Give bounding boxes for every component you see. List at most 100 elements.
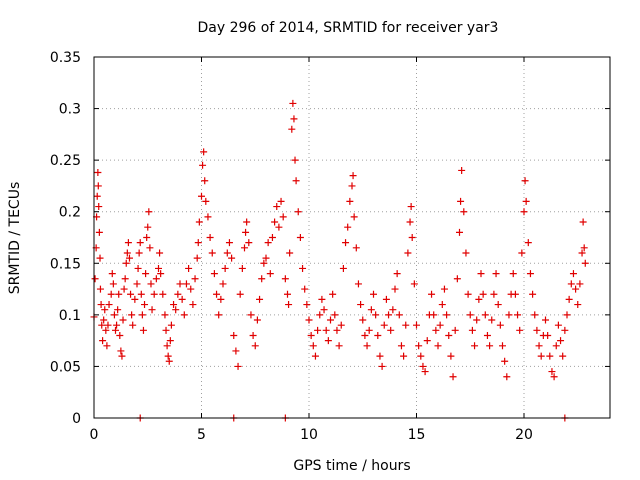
data-point	[288, 125, 296, 133]
data-point	[291, 156, 299, 164]
y-tick-label: 0.3	[59, 102, 81, 118]
data-point	[385, 311, 393, 319]
data-point	[164, 352, 172, 360]
data-point	[407, 203, 415, 211]
data-point	[509, 270, 517, 278]
data-point	[161, 311, 169, 319]
data-point	[156, 249, 164, 257]
data-point	[241, 244, 248, 252]
data-point	[202, 197, 210, 205]
data-point	[544, 331, 552, 339]
data-point	[477, 270, 485, 278]
data-point	[199, 161, 207, 169]
data-point	[382, 295, 390, 303]
data-point	[117, 347, 125, 355]
data-point	[581, 259, 589, 267]
plot-frame	[93, 56, 611, 419]
data-point	[554, 321, 562, 329]
data-point	[113, 321, 121, 329]
data-point	[397, 342, 405, 350]
data-point	[146, 244, 154, 252]
data-point	[329, 290, 337, 298]
data-point	[572, 285, 580, 293]
data-point	[187, 285, 195, 293]
data-point	[473, 316, 481, 324]
data-point	[563, 311, 571, 319]
data-point	[225, 239, 233, 247]
data-point	[395, 311, 403, 319]
data-point	[242, 228, 250, 236]
data-point	[145, 208, 153, 216]
data-point	[311, 352, 319, 360]
data-point	[234, 362, 242, 370]
data-point	[350, 213, 358, 221]
data-point	[200, 148, 208, 156]
data-point	[159, 290, 167, 298]
data-point	[105, 301, 113, 309]
data-point	[324, 337, 332, 345]
data-point	[316, 311, 324, 319]
data-point	[490, 290, 498, 298]
data-point	[359, 316, 367, 324]
data-point	[327, 316, 334, 324]
data-point	[120, 285, 128, 293]
data-point	[505, 311, 513, 319]
y-tick-label: 0.2	[59, 205, 81, 221]
data-point	[342, 239, 350, 247]
data-point	[344, 223, 352, 231]
y-tick-label: 0.1	[59, 308, 81, 324]
y-axis-label: SRMTID / TECUs	[7, 182, 23, 295]
data-point	[219, 280, 227, 288]
data-point	[243, 218, 251, 226]
data-point	[314, 326, 322, 334]
data-point	[363, 342, 371, 350]
data-point	[206, 234, 214, 241]
data-point	[134, 264, 142, 272]
data-point	[440, 285, 448, 293]
x-tick-label: 20	[515, 427, 533, 443]
data-point	[391, 285, 399, 293]
data-point	[91, 275, 99, 283]
data-point	[124, 239, 132, 247]
data-point	[408, 234, 416, 241]
data-point	[443, 311, 451, 319]
data-point	[370, 290, 377, 298]
data-point	[152, 275, 160, 283]
y-axis-tick-labels: 0 0.05 0.1 0.15 0.2 0.25 0.3 0.35	[50, 50, 81, 427]
data-point	[264, 239, 272, 247]
data-point	[518, 249, 526, 257]
data-point	[284, 290, 291, 298]
data-point	[97, 301, 105, 309]
data-point	[299, 264, 307, 272]
data-point	[457, 197, 465, 205]
data-point	[531, 311, 539, 319]
data-point	[468, 326, 476, 334]
x-axis-tick-labels: 0 5 10 15 20	[90, 427, 533, 443]
data-point	[567, 280, 575, 288]
data-point	[163, 342, 171, 350]
chart-title: Day 296 of 2014, SRMTID for receiver yar…	[198, 20, 499, 36]
data-point	[436, 321, 444, 329]
data-point	[172, 306, 180, 314]
data-point	[488, 316, 496, 324]
data-point	[101, 306, 109, 314]
data-point	[511, 290, 519, 298]
data-point	[98, 321, 106, 329]
data-point	[238, 264, 246, 272]
x-tick-label: 15	[408, 427, 426, 443]
data-point	[550, 373, 558, 381]
data-point	[150, 290, 158, 298]
data-point	[494, 301, 502, 309]
x-tick-label: 5	[197, 427, 206, 443]
data-point	[548, 368, 556, 376]
data-point	[432, 326, 440, 334]
data-point	[559, 352, 567, 360]
data-point	[361, 331, 369, 339]
data-point	[223, 249, 231, 257]
data-point	[268, 234, 276, 241]
data-point	[389, 306, 397, 314]
data-point	[215, 311, 223, 319]
data-point	[138, 311, 146, 319]
data-point	[413, 321, 420, 329]
data-point	[466, 311, 474, 319]
